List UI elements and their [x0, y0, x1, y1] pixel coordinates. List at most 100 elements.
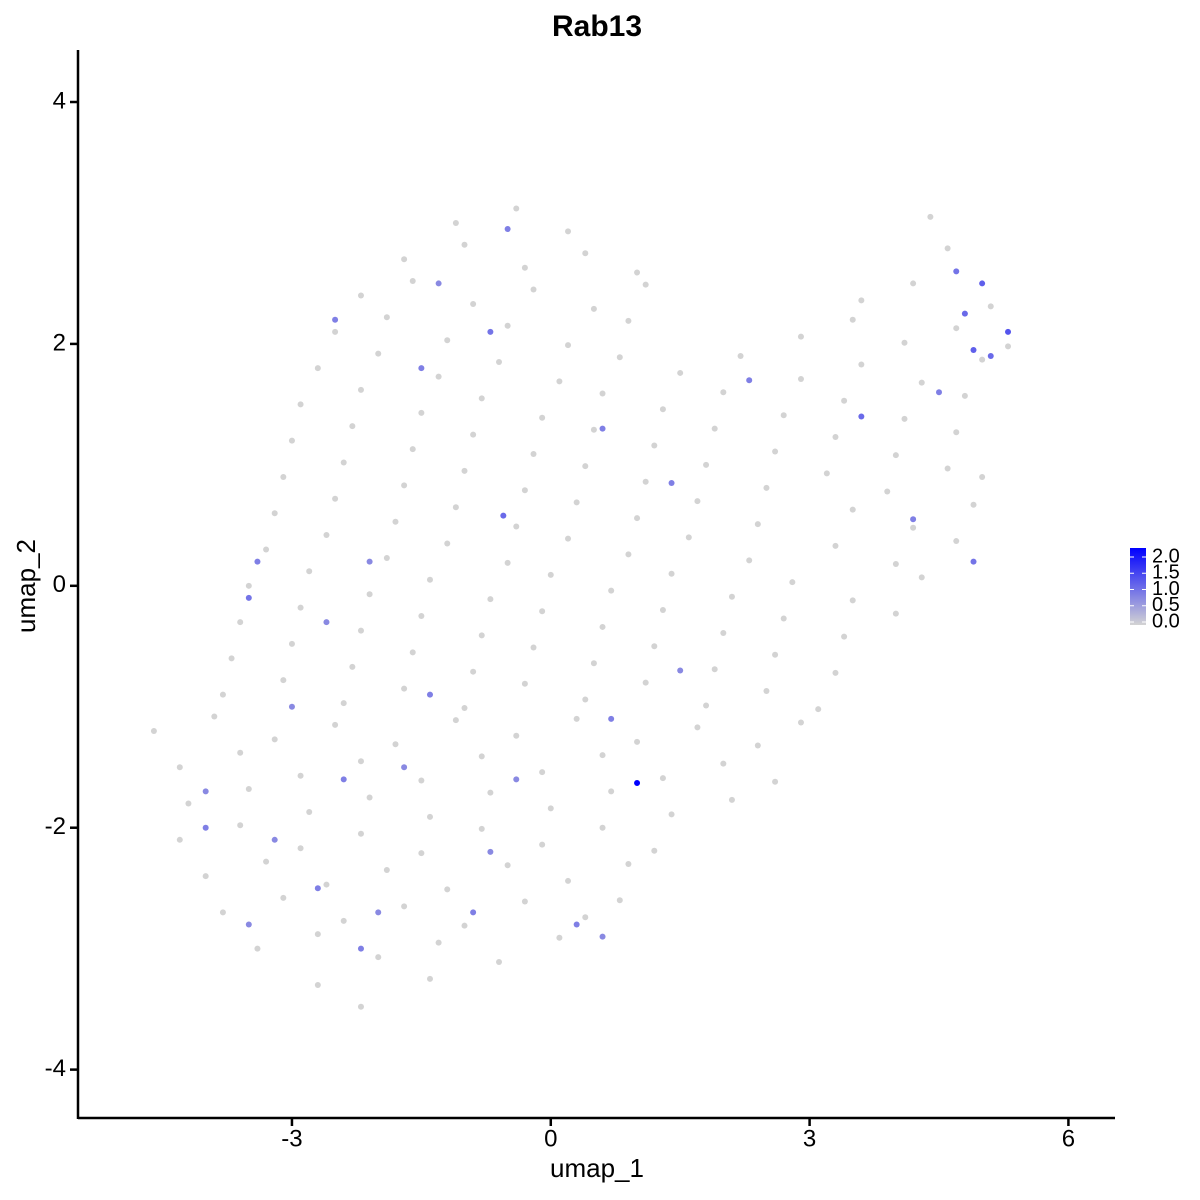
cell-point	[616, 354, 623, 361]
cell-point	[366, 794, 373, 801]
cell-point	[970, 558, 977, 565]
cell-point	[323, 619, 330, 626]
cell-point	[910, 280, 917, 287]
cell-point	[323, 532, 330, 539]
cell-point	[521, 898, 528, 905]
cell-point	[582, 250, 589, 257]
cell-point	[841, 397, 848, 404]
cell-point	[642, 281, 649, 288]
cell-point	[694, 498, 701, 505]
cell-point	[340, 917, 347, 924]
cell-point	[383, 314, 390, 321]
cell-point	[651, 847, 658, 854]
cell-point	[944, 465, 951, 472]
cell-point	[340, 459, 347, 466]
cell-point	[306, 568, 313, 575]
cell-point	[651, 442, 658, 449]
cell-point	[228, 655, 235, 662]
cell-point	[297, 401, 304, 408]
cell-point	[435, 939, 442, 946]
cell-point	[504, 322, 511, 329]
cell-point	[426, 576, 433, 583]
cell-point	[754, 521, 761, 528]
cell-point	[573, 921, 580, 928]
points	[150, 205, 1012, 1010]
cell-point	[754, 742, 761, 749]
cell-point	[703, 702, 710, 709]
cell-point	[426, 975, 433, 982]
cell-point	[418, 777, 425, 784]
cell-point	[849, 506, 856, 513]
cell-point	[772, 778, 779, 785]
cell-point	[306, 808, 313, 815]
cell-point	[340, 776, 347, 783]
x-tick-label: 0	[544, 1125, 557, 1152]
cell-point	[892, 610, 899, 617]
cell-point	[832, 542, 839, 549]
cell-point	[961, 392, 968, 399]
cell-point	[271, 836, 278, 843]
cell-point	[815, 706, 822, 713]
cell-point	[634, 515, 641, 522]
cell-point	[979, 280, 986, 287]
cell-point	[539, 841, 546, 848]
cell-point	[263, 546, 270, 553]
cell-point	[590, 426, 597, 433]
cell-point	[858, 297, 865, 304]
cell-point	[401, 685, 408, 692]
cell-point	[599, 390, 606, 397]
cell-point	[539, 414, 546, 421]
cell-point	[245, 582, 252, 589]
cell-point	[539, 769, 546, 776]
cell-point	[711, 425, 718, 432]
cell-point	[349, 423, 356, 430]
cell-point	[530, 450, 537, 457]
x-tick-label: 3	[803, 1125, 816, 1152]
cell-point	[539, 608, 546, 615]
cell-point	[401, 482, 408, 489]
cell-point	[953, 268, 960, 275]
cell-point	[858, 361, 865, 368]
cell-point	[565, 535, 572, 542]
cell-point	[987, 353, 994, 360]
cell-point	[832, 434, 839, 441]
cell-point	[616, 897, 623, 904]
cell-point	[513, 205, 520, 212]
cell-point	[461, 241, 468, 248]
cell-point	[357, 1003, 364, 1010]
cell-point	[297, 845, 304, 852]
cell-point	[375, 350, 382, 357]
cell-point	[608, 587, 615, 594]
cell-point	[314, 885, 321, 892]
colorbar	[1130, 548, 1146, 625]
cell-point	[944, 245, 951, 252]
cell-point	[418, 409, 425, 416]
cell-point	[797, 333, 804, 340]
cell-point	[237, 619, 244, 626]
cell-point	[176, 836, 183, 843]
cell-point	[772, 448, 779, 455]
cell-point	[884, 488, 891, 495]
cell-point	[599, 752, 606, 759]
cell-point	[521, 264, 528, 271]
cell-point	[444, 886, 451, 893]
cell-point	[478, 825, 485, 832]
cell-point	[668, 570, 675, 577]
cell-point	[375, 909, 382, 916]
cell-point	[418, 613, 425, 620]
cell-point	[383, 867, 390, 874]
cell-point	[772, 651, 779, 658]
cell-point	[426, 691, 433, 698]
colorbar-label: 1.0	[1152, 578, 1180, 600]
x-tick-label: -3	[281, 1125, 302, 1152]
cell-point	[150, 727, 157, 734]
cell-point	[668, 480, 675, 487]
cell-point	[1005, 328, 1012, 335]
cell-point	[979, 356, 986, 363]
cell-point	[858, 413, 865, 420]
cell-point	[634, 779, 641, 786]
cell-point	[642, 478, 649, 485]
cell-point	[357, 758, 364, 765]
cell-point	[849, 597, 856, 604]
cell-point	[841, 633, 848, 640]
